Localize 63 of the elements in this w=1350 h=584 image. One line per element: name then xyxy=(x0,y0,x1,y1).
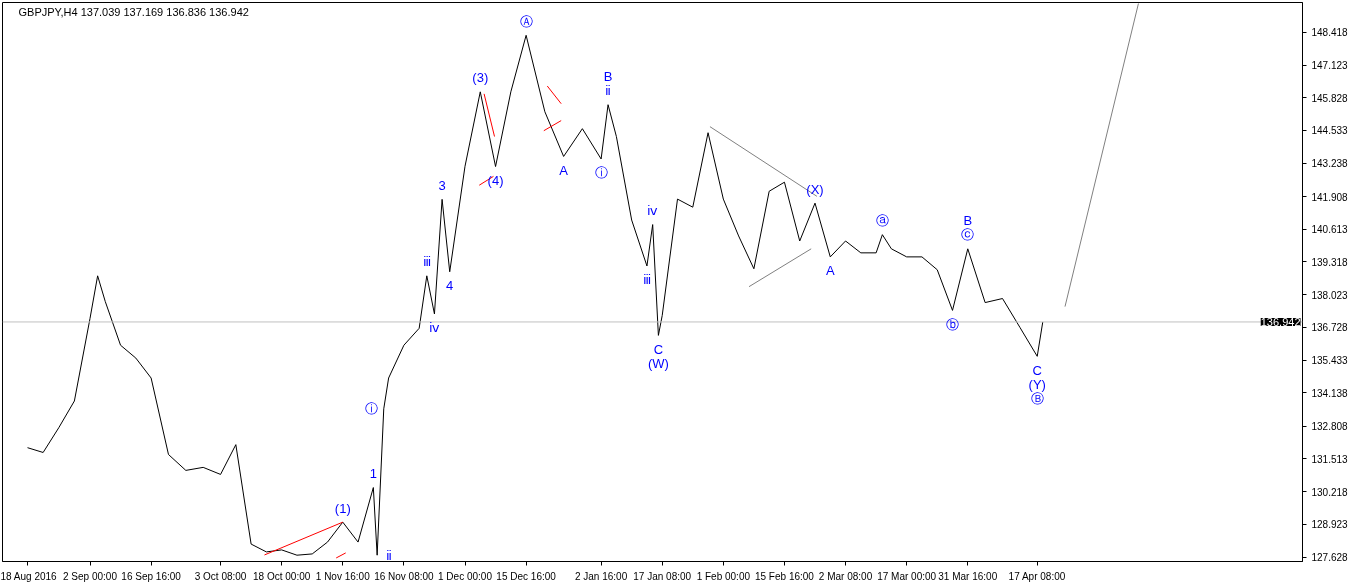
y-tick-label: 145.828 xyxy=(1311,92,1349,104)
y-tick-label: 139.318 xyxy=(1311,256,1349,268)
x-tick-label: 2 Mar 08:00 xyxy=(818,570,873,582)
x-tick-label: 31 Mar 16:00 xyxy=(938,570,998,582)
y-tick-label: 138.023 xyxy=(1311,289,1349,301)
annotation: C xyxy=(653,341,664,357)
annotation: (1) xyxy=(334,500,351,516)
y-tick-label: 130.218 xyxy=(1311,486,1349,498)
annotation: 4 xyxy=(446,278,454,294)
annotation: 3 xyxy=(438,177,446,193)
y-tick-label: 143.238 xyxy=(1311,158,1349,170)
annotation: A xyxy=(825,263,835,279)
y-tick-label: 144.533 xyxy=(1311,125,1349,137)
annotation: ⓑ xyxy=(946,316,959,332)
annotation: (W) xyxy=(647,355,669,371)
x-tick-label: 1 Dec 00:00 xyxy=(438,570,493,582)
annotation: B xyxy=(963,213,973,229)
y-tick-label: 148.418 xyxy=(1311,27,1349,39)
x-tick-label: 15 Feb 16:00 xyxy=(754,570,815,582)
annotation: ⅳ xyxy=(428,320,440,336)
annotation: ⓒ xyxy=(961,227,975,243)
annotation: ⅱ xyxy=(605,83,612,99)
chart-title: GBPJPY,H4 137.039 137.169 136.836 136.942 xyxy=(18,5,249,18)
y-tick-label: 147.123 xyxy=(1311,60,1349,72)
annotation: (3) xyxy=(472,70,489,86)
x-tick-label: 2 Sep 00:00 xyxy=(63,570,118,582)
annotation: (4) xyxy=(487,173,504,189)
x-tick-label: 3 Oct 08:00 xyxy=(194,570,247,582)
y-tick-label: 140.613 xyxy=(1311,224,1349,236)
annotation: (Y) xyxy=(1028,376,1046,392)
y-tick-label: 134.138 xyxy=(1311,387,1349,399)
x-tick-label: 1 Feb 00:00 xyxy=(696,570,751,582)
x-tick-label: 15 Dec 16:00 xyxy=(496,570,557,582)
annotation: Ⓐ xyxy=(519,13,533,29)
x-tick-label: 1 Nov 16:00 xyxy=(315,570,371,582)
annotation: 1 xyxy=(369,466,377,482)
annotation: A xyxy=(559,162,569,178)
x-tick-label: 17 Mar 00:00 xyxy=(877,570,937,582)
ref-line-label: 136.942 xyxy=(1260,315,1301,328)
y-tick-label: 128.923 xyxy=(1311,519,1349,531)
x-tick-label: 17 Jan 08:00 xyxy=(633,570,692,582)
x-tick-label: 18 Oct 00:00 xyxy=(253,570,311,582)
x-tick-label: 17 Apr 08:00 xyxy=(1008,570,1066,582)
annotation: ⓐ xyxy=(875,213,889,229)
annotation: (X) xyxy=(806,181,824,197)
y-tick-label: 131.513 xyxy=(1311,453,1349,465)
x-tick-label: 16 Nov 08:00 xyxy=(374,570,435,582)
y-tick-label: 132.808 xyxy=(1311,421,1349,433)
annotation: C xyxy=(1032,362,1042,378)
x-tick-label: 2 Jan 16:00 xyxy=(574,570,628,582)
y-tick-label: 127.628 xyxy=(1311,552,1349,564)
y-tick-label: 136.728 xyxy=(1311,322,1349,334)
x-tick-label: 16 Sep 16:00 xyxy=(121,570,182,582)
annotation: ⅲ xyxy=(422,254,431,270)
annotation: ⓘ xyxy=(365,401,379,417)
annotation: ⅱ xyxy=(386,547,393,563)
annotation: ⅲ xyxy=(642,272,651,288)
y-tick-label: 135.433 xyxy=(1311,355,1349,367)
y-tick-label: 141.908 xyxy=(1311,191,1349,203)
annotation: ⓘ xyxy=(594,165,608,181)
annotation: ⅳ xyxy=(647,203,659,219)
annotation: B xyxy=(603,69,613,85)
x-tick-label: 18 Aug 2016 xyxy=(0,570,58,582)
